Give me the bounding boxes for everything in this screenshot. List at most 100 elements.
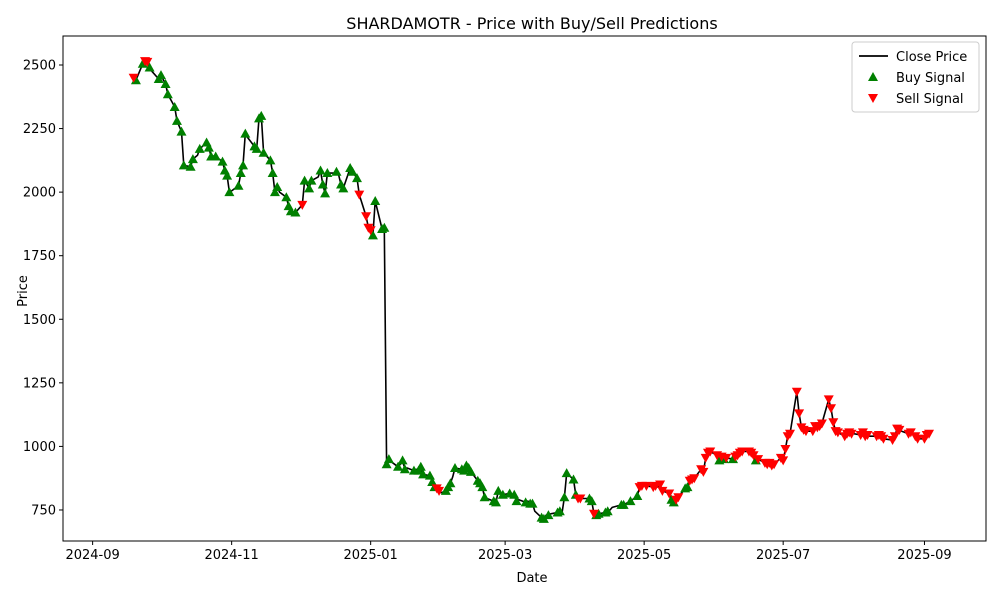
legend-buy-label: Buy Signal [896,71,965,86]
buy-signal-marker [381,459,392,469]
sell-signal-marker [434,486,445,496]
buy-signal-marker [527,498,538,508]
buy-signal-marker [176,126,187,136]
buy-signal-marker [269,187,280,197]
sell-signal-marker [698,467,709,477]
x-tick-label: 2025-05 [617,548,671,563]
y-tick-label: 2500 [23,58,56,73]
buy-signal-marker [586,496,597,506]
buy-signal-marker [171,115,182,125]
buy-signal-marker [251,143,262,153]
buy-signal-marker [479,492,490,502]
buy-signal-marker [351,173,362,183]
buy-signal-marker [418,469,429,479]
buy-signal-marker [299,175,310,185]
buy-signal-marker [493,485,504,495]
x-axis-ticks: 2024-09 2024-11 2025-01 2025-03 2025-05 2025-… [65,541,952,563]
y-axis-label: Price [16,275,31,307]
buy-signal-marker [194,143,205,153]
buy-signal-marker [331,166,342,176]
buy-signal-marker [187,154,198,164]
sell-signal-marker [142,57,153,67]
sell-signal-marker [862,430,873,440]
sell-signal-marker [297,200,308,210]
buy-signal-marker [449,463,460,473]
buy-signal-marker [144,62,155,72]
x-tick-label: 2024-11 [204,548,258,563]
buy-signal-marker [509,489,520,499]
x-tick-label: 2025-09 [897,548,951,563]
sell-signal-marker [575,494,586,504]
buy-signal-marker [240,128,251,138]
sell-signal-marker [721,453,732,463]
buy-signal-marker [210,151,221,161]
buy-signal-marker [281,192,292,202]
buy-signal-marker [491,497,502,507]
buy-signal-marker [233,180,244,190]
sell-signal-marker [655,480,666,490]
buy-signal-marker [217,156,228,166]
sell-signal-marker [828,418,839,428]
buy-signal-marker [383,454,394,464]
buy-signal-marker [306,175,317,185]
sell-signal-marker [791,387,802,397]
buy-signal-marker [625,496,636,506]
sell-signal-marker [846,429,857,439]
buy-signal-marker [290,207,301,217]
sell-signal-marker [794,409,805,419]
buy-signal-marker [397,455,408,465]
legend-sell-label: Sell Signal [896,92,964,107]
sell-signal-marker [912,434,923,444]
sell-signal-marker [894,425,905,435]
sell-signal-marker [365,226,376,236]
x-tick-label: 2025-01 [344,548,398,563]
y-tick-label: 1250 [23,376,56,391]
buy-signal-marker [568,474,579,484]
buy-signal-marker [445,478,456,488]
buy-signal-marker [203,142,214,152]
y-tick-label: 2000 [23,186,56,201]
sell-signal-marker [800,427,811,437]
legend-close-price-label: Close Price [896,50,967,65]
buy-signal-marker [379,222,390,232]
buy-signal-marker [265,155,276,165]
buy-signal-marker [238,160,249,170]
buy-signal-marker [632,490,643,500]
buy-signal-marker [511,496,522,506]
buy-signal-marker [370,196,381,206]
buy-signal-marker [602,506,613,516]
sell-signal-marker [924,429,935,439]
buy-signal-marker [320,188,331,198]
y-tick-label: 1000 [23,440,56,455]
sell-signal-marker [753,455,764,465]
y-tick-label: 1750 [23,249,56,264]
buy-signal-marker [682,482,693,492]
buy-signal-marker [267,168,278,178]
sell-signal-marker [816,419,827,429]
sell-signal-marker [589,509,600,519]
sell-signal-marker [823,395,834,405]
sell-signal-marker [889,432,900,442]
buy-signal-marker [367,230,378,240]
buy-signal-marker [304,183,315,193]
y-tick-label: 750 [31,503,56,518]
buy-signal-marker [272,182,283,192]
chart-title: SHARDAMOTR - Price with Buy/Sell Predict… [346,14,717,33]
sell-signal-marker [664,489,675,499]
buy-signal-marker [477,482,488,492]
buy-signal-marker [559,492,570,502]
buy-signal-marker [415,461,426,471]
buy-signal-marker [338,183,349,193]
buy-signal-marker [561,468,572,478]
buy-signal-marker [160,79,171,89]
buy-signal-marker [155,70,166,80]
x-axis-label: Date [516,571,547,586]
sell-signal-marker [737,447,748,457]
buy-signal-marker [424,470,435,480]
sell-signal-marker [354,190,365,200]
buy-signal-marker [258,147,269,157]
legend-sell-marker [868,94,878,103]
buy-signal-marker [322,168,333,178]
sell-signal-marker [785,429,796,439]
